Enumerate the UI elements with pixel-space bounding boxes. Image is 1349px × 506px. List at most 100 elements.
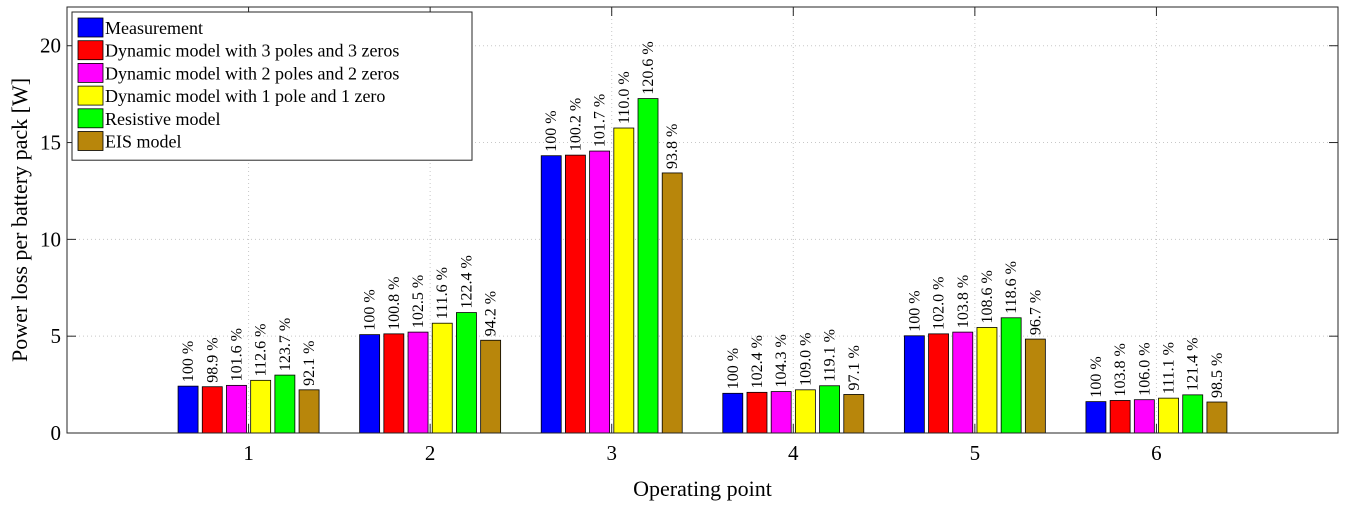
data-label: 100 % (180, 341, 197, 382)
legend-swatch (77, 131, 104, 151)
bar (1206, 401, 1228, 434)
bar (770, 391, 792, 434)
bar (928, 333, 949, 434)
data-label: 121.4 % (1185, 338, 1202, 391)
y-tick-label: 0 (51, 421, 62, 445)
legend-swatch (77, 63, 104, 83)
bars-group (177, 98, 1228, 434)
data-label: 100 % (543, 110, 560, 151)
bar (540, 155, 562, 434)
y-tick-label: 15 (40, 131, 61, 155)
legend-label: Dynamic model with 1 pole and 1 zero (105, 86, 385, 106)
bar (359, 334, 381, 434)
x-tick-label: 1 (243, 441, 254, 465)
data-label: 118.6 % (1003, 261, 1020, 314)
data-label: 100.8 % (386, 277, 403, 330)
x-axis-title: Operating point (633, 476, 772, 501)
data-label: 109.0 % (797, 332, 814, 385)
bar (843, 394, 865, 434)
legend-label: Dynamic model with 3 poles and 3 zeros (105, 41, 399, 61)
legend-swatch (77, 85, 104, 106)
bar (794, 389, 816, 434)
data-label: 98.9 % (204, 337, 221, 382)
data-label: 111.1 % (1161, 342, 1178, 394)
bar (456, 312, 477, 434)
legend-box (71, 11, 473, 161)
bar (903, 335, 925, 434)
data-label: 102.0 % (931, 277, 948, 330)
data-label: 108.6 % (979, 270, 996, 323)
bar (637, 98, 659, 434)
data-label: 111.6 % (434, 267, 451, 319)
bar (480, 339, 502, 434)
bar (226, 384, 247, 434)
bar (201, 386, 223, 434)
data-label: 100 % (1088, 356, 1105, 397)
bar (746, 391, 768, 434)
x-tick-label: 3 (606, 441, 617, 465)
data-label: 100 % (906, 290, 923, 331)
bar (177, 385, 199, 434)
legend-label: Resistive model (105, 109, 221, 129)
bar (383, 333, 405, 434)
data-label: 100 % (725, 348, 742, 389)
bar (819, 385, 840, 434)
bar (1085, 401, 1107, 434)
bar (1182, 394, 1204, 434)
bar (250, 379, 272, 434)
data-label: 122.4 % (458, 255, 475, 308)
bar (274, 374, 296, 434)
data-label: 102.4 % (749, 335, 766, 388)
y-tick-label: 20 (40, 34, 61, 58)
x-tick-label: 5 (970, 441, 981, 465)
data-label: 103.8 % (955, 275, 972, 328)
x-tick-label: 4 (788, 441, 799, 465)
bar (1133, 399, 1155, 434)
bar (1000, 317, 1022, 434)
bar (952, 331, 974, 434)
y-tick-label: 5 (51, 324, 62, 348)
data-labels-group: 100 % 98.9 % 101.6 % 112.6 % 123.7 % 92.1 % 10… (180, 41, 1226, 398)
x-tick-label: 2 (425, 441, 436, 465)
data-label: 100 % (362, 289, 379, 330)
bar (722, 392, 744, 434)
data-label: 100.2 % (567, 98, 584, 151)
data-label: 96.7 % (1027, 290, 1044, 335)
data-label: 112.6 % (253, 324, 270, 377)
data-label: 123.7 % (277, 318, 294, 371)
bar (661, 172, 683, 434)
data-label: 106.0 % (1136, 342, 1153, 395)
data-label: 101.7 % (592, 94, 609, 147)
data-label: 119.1 % (822, 329, 839, 382)
x-tick-label: 6 (1151, 441, 1162, 465)
grid-lines (67, 7, 1338, 433)
bar (613, 127, 635, 434)
legend-label: Dynamic model with 2 poles and 2 zeros (105, 63, 399, 83)
data-label: 110.0 % (616, 71, 633, 124)
bar (1024, 338, 1046, 434)
legend-swatch (77, 17, 104, 38)
data-label: 92.1 % (301, 340, 318, 385)
y-axis-title: Power loss per battery pack [W] (7, 78, 32, 362)
bar (1109, 400, 1131, 434)
data-label: 98.5 % (1209, 353, 1226, 398)
plot-frame (66, 6, 1339, 434)
bar (298, 389, 320, 434)
bar (1158, 397, 1179, 434)
tick-labels-group: 0 5 10 15 20 1 2 3 4 5 6 (40, 34, 1162, 465)
data-label: 103.8 % (1112, 343, 1129, 396)
data-label: 101.6 % (228, 328, 245, 381)
legend-label: EIS model (105, 132, 182, 152)
data-label: 97.1 % (846, 345, 863, 390)
bar (589, 150, 611, 434)
bar (976, 327, 998, 434)
y-tick-label: 10 (40, 227, 61, 251)
data-label: 120.6 % (640, 41, 657, 94)
legend: Measurement Dynamic model with 3 poles an… (71, 11, 473, 161)
data-label: 93.8 % (664, 124, 681, 169)
bar (407, 331, 429, 434)
bar (431, 322, 453, 434)
bar (565, 154, 586, 434)
legend-swatch (77, 40, 104, 61)
